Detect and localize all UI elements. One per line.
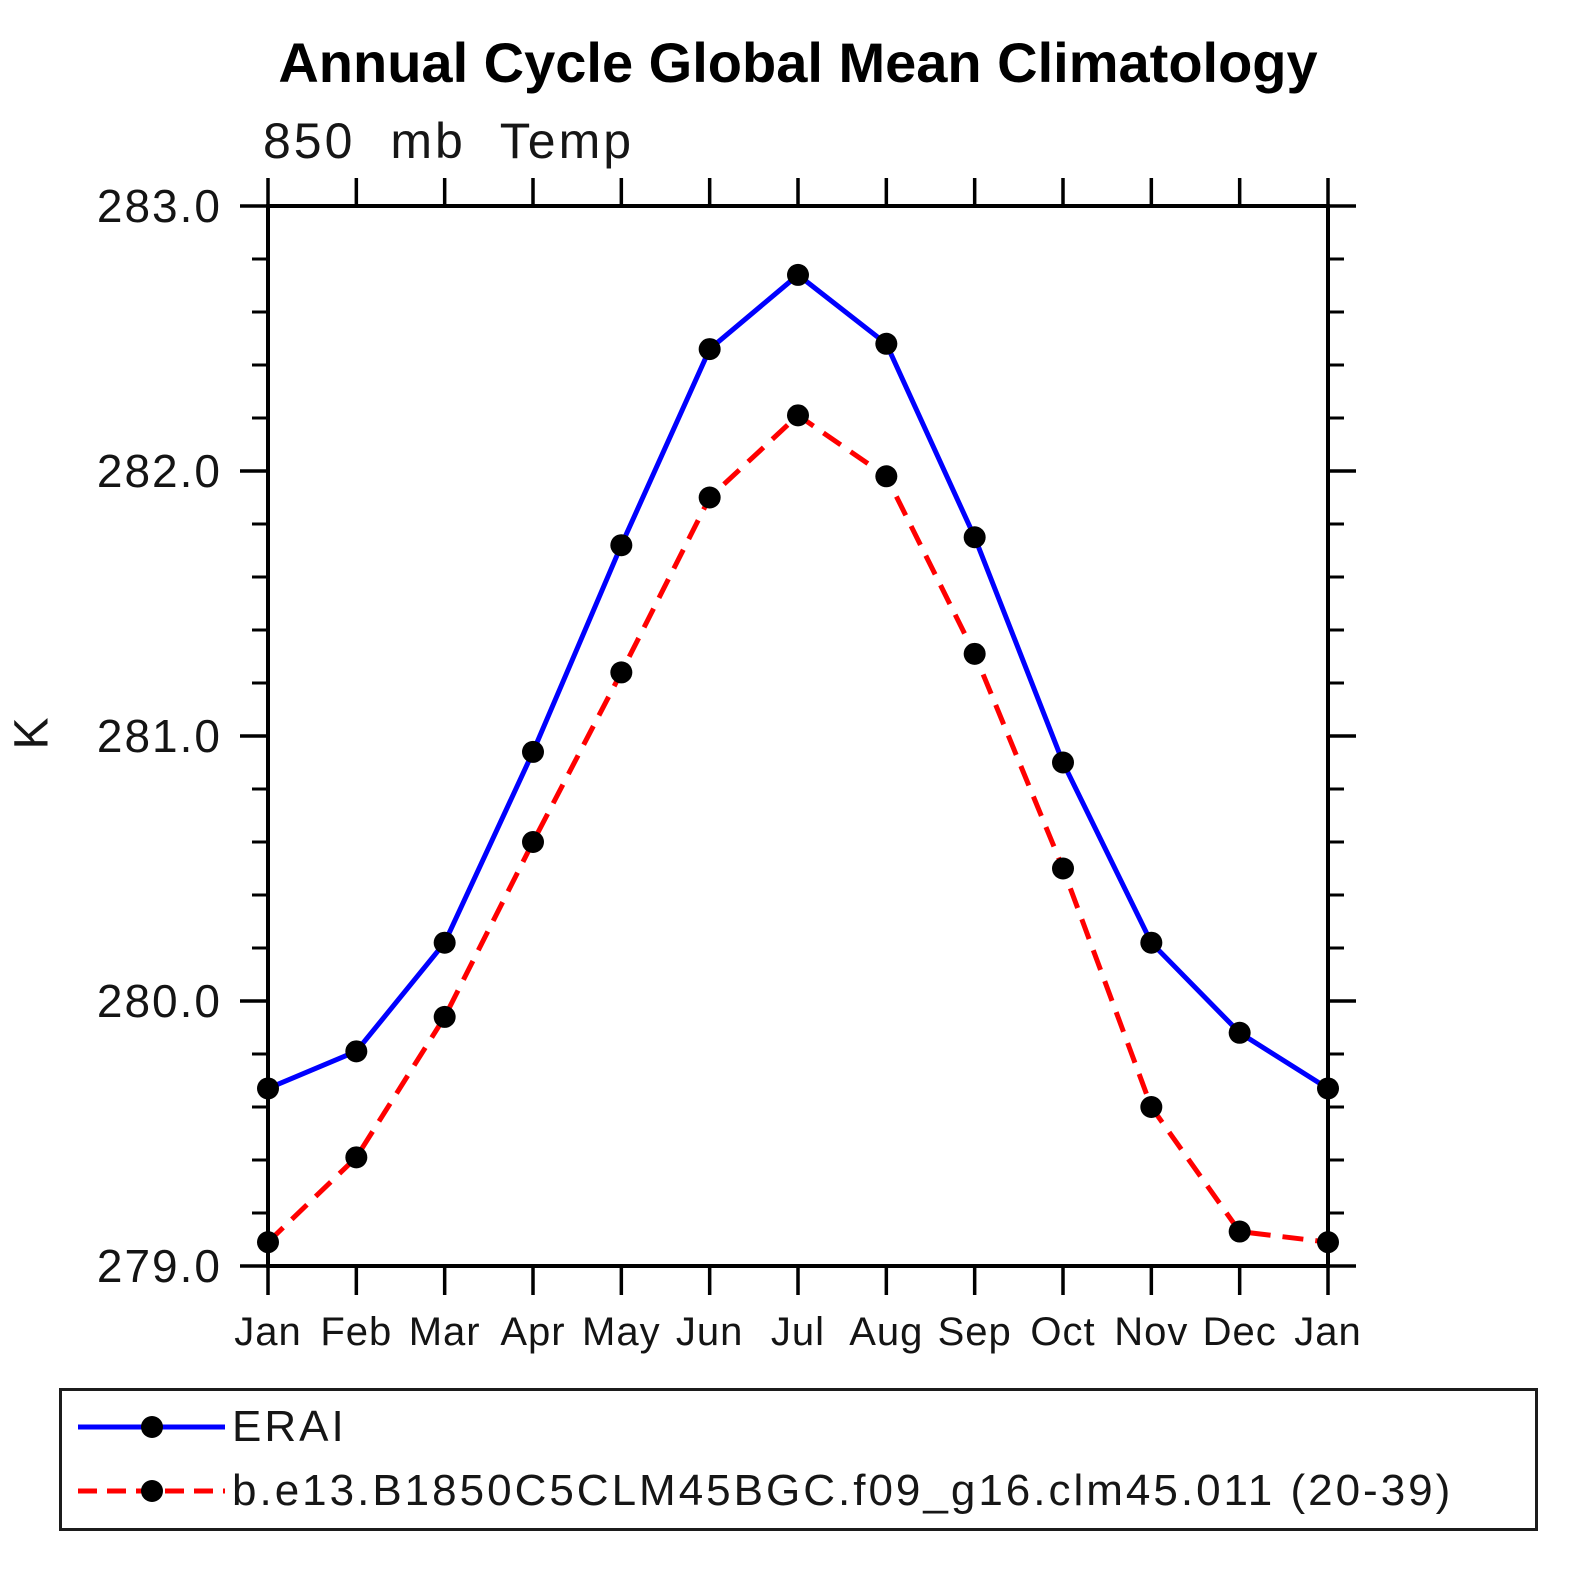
data-point-series-1 — [1140, 1096, 1163, 1118]
data-point-series-1 — [1317, 1231, 1339, 1254]
x-tick-label: Sep — [938, 1310, 1012, 1354]
legend-item-erai: ERAI — [70, 1397, 347, 1457]
legend-line-sample-dashed — [78, 1480, 225, 1502]
x-tick-label: Dec — [1203, 1310, 1277, 1354]
series-line-0 — [267, 271, 1330, 1091]
legend-label-model: b.e13.B1850C5CLM45BGC.f09_g16.clm45.011 … — [232, 1466, 1454, 1515]
x-tick-label: Apr — [500, 1310, 565, 1354]
legend-marker-dot-icon — [141, 1416, 163, 1438]
data-point-series-1 — [875, 465, 898, 488]
y-tick-label: 281.0 — [97, 710, 222, 762]
y-tick-label: 282.0 — [97, 445, 222, 497]
data-point-series-0 — [345, 1040, 368, 1063]
data-point-series-0 — [875, 332, 898, 355]
data-point-series-1 — [963, 642, 986, 665]
data-point-series-1 — [345, 1146, 368, 1169]
data-point-series-0 — [522, 740, 544, 763]
x-tick-label: Jul — [771, 1310, 825, 1354]
legend-line-sample-solid — [78, 1416, 225, 1438]
data-point-series-0 — [1140, 931, 1163, 954]
x-tick-label: Aug — [849, 1310, 923, 1354]
data-point-series-0 — [257, 1077, 279, 1100]
data-point-series-1 — [433, 1005, 456, 1028]
x-tick-label: May — [582, 1310, 661, 1354]
chart-subtitle: 850 mb Temp — [263, 113, 635, 169]
data-point-series-0 — [1317, 1077, 1339, 1100]
x-tick-label: Jun — [676, 1310, 744, 1354]
series-line-1 — [266, 412, 1329, 1245]
legend-item-model: b.e13.B1850C5CLM45BGC.f09_g16.clm45.011 … — [70, 1461, 1453, 1521]
x-tick-label: Jan — [1294, 1310, 1362, 1354]
x-tick-label: Feb — [320, 1310, 392, 1354]
data-point-series-1 — [522, 831, 544, 853]
data-point-series-1 — [698, 486, 721, 509]
plot-frame — [266, 204, 1330, 1268]
plot-area: 279.0 280.0 281.0 282.0 283.0 Jan Feb Mar Apr May… — [97, 178, 1362, 1354]
x-tick-label: Jan — [234, 1310, 302, 1354]
data-point-series-0 — [610, 534, 633, 557]
data-point-series-1 — [257, 1231, 279, 1254]
data-point-series-1 — [787, 404, 809, 427]
y-tick-label: 279.0 — [97, 1240, 222, 1292]
data-point-series-0 — [1052, 751, 1074, 774]
x-tick-label: Mar — [409, 1310, 481, 1354]
y-tick-label: 280.0 — [97, 975, 222, 1027]
data-point-series-1 — [1052, 857, 1074, 880]
legend-marker-dot-icon — [141, 1480, 163, 1502]
y-tick-label: 283.0 — [97, 180, 222, 232]
data-point-series-0 — [1228, 1021, 1251, 1044]
data-point-series-0 — [787, 263, 809, 286]
data-point-series-0 — [963, 526, 986, 549]
data-point-series-0 — [698, 338, 721, 361]
data-point-series-0 — [433, 931, 456, 954]
legend: ERAI b.e13.B1850C5CLM45BGC.f09_g16.clm45… — [59, 1388, 1538, 1531]
data-point-series-1 — [610, 661, 633, 684]
x-tick-label: Oct — [1030, 1310, 1095, 1354]
legend-label-erai: ERAI — [232, 1402, 347, 1451]
chart-title: Annual Cycle Global Mean Climatology — [278, 31, 1318, 94]
x-tick-label: Nov — [1114, 1310, 1188, 1354]
data-point-series-1 — [1228, 1220, 1251, 1243]
